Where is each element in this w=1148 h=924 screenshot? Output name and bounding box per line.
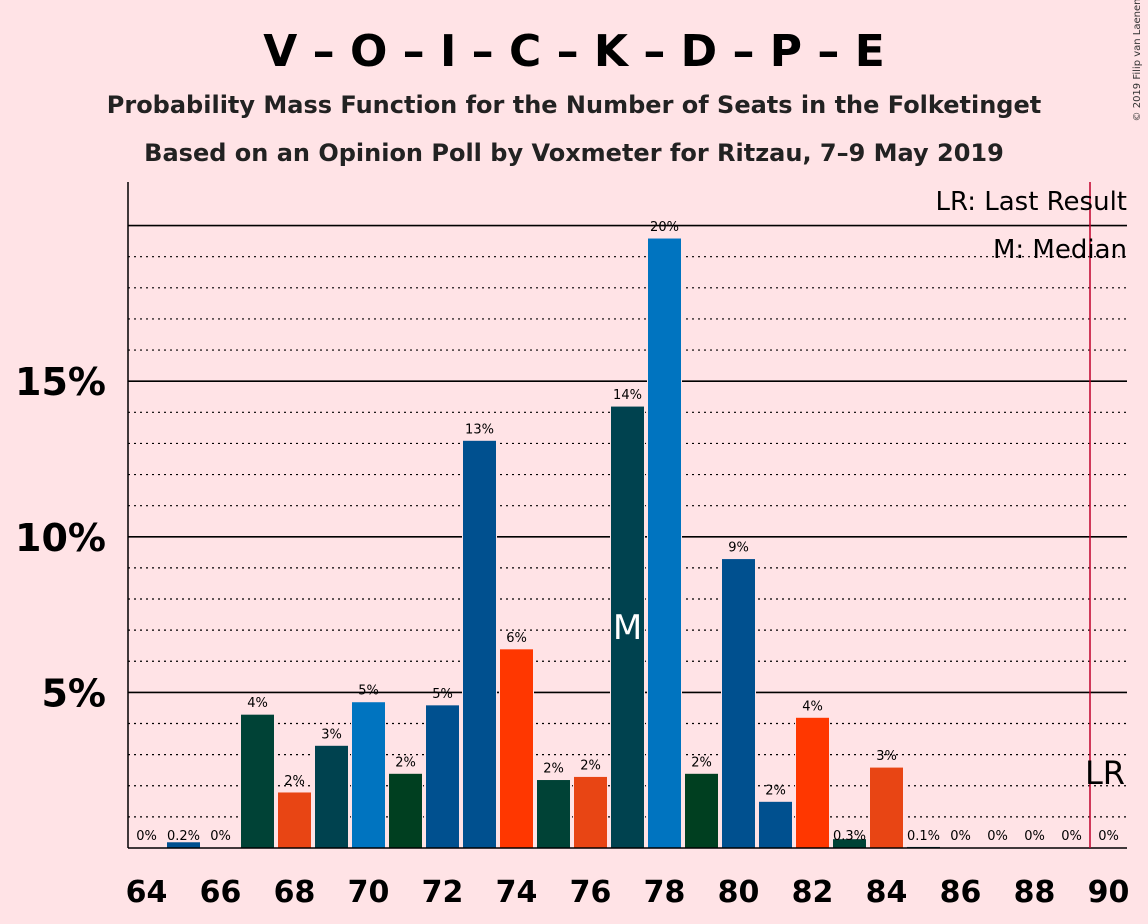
data-label-90: 0% xyxy=(1098,829,1119,844)
data-label-86: 0% xyxy=(950,829,971,844)
x-tick-label: 64 xyxy=(126,875,168,910)
data-label-82: 4% xyxy=(802,699,823,714)
x-tick-label: 68 xyxy=(274,875,316,910)
median-marker: M xyxy=(613,608,642,648)
data-label-79: 2% xyxy=(691,755,712,770)
bar-71 xyxy=(388,772,423,849)
x-tick-label: 78 xyxy=(644,875,686,910)
y-axis-ticks: 5% 10% 15% xyxy=(15,360,106,715)
x-tick-label: 66 xyxy=(200,875,242,910)
bar-82 xyxy=(795,716,830,849)
data-labels: 0% 0.2% 0% 4% 2% 3% 5% 2% 5% 13% 6% 2% 2% 14% 20% 2% 9% 2… xyxy=(136,220,1119,844)
data-label-67: 4% xyxy=(247,696,268,711)
copyright-notice: © 2019 Filip van Laenen xyxy=(1132,0,1143,121)
data-label-83: 0.3% xyxy=(833,829,866,844)
data-label-72: 5% xyxy=(432,687,453,702)
x-tick-label: 90 xyxy=(1088,875,1130,910)
bar-77 xyxy=(610,405,645,849)
data-label-84: 3% xyxy=(876,749,897,764)
x-tick-label: 80 xyxy=(718,875,760,910)
data-label-64: 0% xyxy=(136,829,157,844)
data-label-69: 3% xyxy=(321,727,342,742)
data-label-76: 2% xyxy=(580,758,601,773)
y-tick-label: 15% xyxy=(15,360,106,404)
data-label-81: 2% xyxy=(765,783,786,798)
bar-74 xyxy=(499,648,534,849)
bar-70 xyxy=(351,701,386,849)
chart-title: V – O – I – C – K – D – P – E xyxy=(263,26,885,77)
x-tick-label: 88 xyxy=(1014,875,1056,910)
x-axis-ticks: 64 66 68 70 72 74 76 78 80 82 84 86 88 90 xyxy=(126,875,1130,910)
bar-80 xyxy=(721,558,756,849)
x-tick-label: 70 xyxy=(348,875,390,910)
data-label-74: 6% xyxy=(506,631,527,646)
legend-median: M: Median xyxy=(993,235,1127,265)
bar-69 xyxy=(314,744,349,849)
data-label-66: 0% xyxy=(210,829,231,844)
y-tick-label: 5% xyxy=(41,671,106,715)
x-tick-label: 76 xyxy=(570,875,612,910)
data-label-75: 2% xyxy=(543,762,564,777)
x-tick-label: 84 xyxy=(866,875,908,910)
bar-79 xyxy=(684,772,719,849)
bar-84 xyxy=(869,766,904,849)
y-tick-label: 10% xyxy=(15,516,106,560)
bar-68 xyxy=(277,791,312,849)
bar-76 xyxy=(573,775,608,849)
data-label-71: 2% xyxy=(395,755,416,770)
chart-subtitle-1: Probability Mass Function for the Number… xyxy=(107,91,1041,119)
legend-last-result: LR: Last Result xyxy=(935,187,1127,217)
data-label-78: 20% xyxy=(650,220,679,235)
data-label-89: 0% xyxy=(1061,829,1082,844)
bar-73 xyxy=(462,439,497,849)
bar-72 xyxy=(425,704,460,849)
bar-81 xyxy=(758,800,793,849)
bar-78 xyxy=(647,237,682,849)
x-tick-label: 74 xyxy=(496,875,538,910)
data-label-77: 14% xyxy=(613,388,642,403)
data-label-88: 0% xyxy=(1024,829,1045,844)
x-tick-label: 72 xyxy=(422,875,464,910)
data-label-70: 5% xyxy=(358,684,379,699)
data-label-87: 0% xyxy=(987,829,1008,844)
data-label-65: 0.2% xyxy=(167,829,200,844)
bar-67 xyxy=(240,713,275,849)
x-tick-label: 86 xyxy=(940,875,982,910)
data-label-73: 13% xyxy=(465,422,494,437)
x-tick-label: 82 xyxy=(792,875,834,910)
last-result-marker: LR xyxy=(1085,754,1125,792)
chart-subtitle-2: Based on an Opinion Poll by Voxmeter for… xyxy=(144,139,1004,167)
data-label-80: 9% xyxy=(728,541,749,556)
data-label-68: 2% xyxy=(284,774,305,789)
bar-75 xyxy=(536,779,571,849)
data-label-85: 0.1% xyxy=(907,829,940,844)
bars xyxy=(166,237,941,849)
